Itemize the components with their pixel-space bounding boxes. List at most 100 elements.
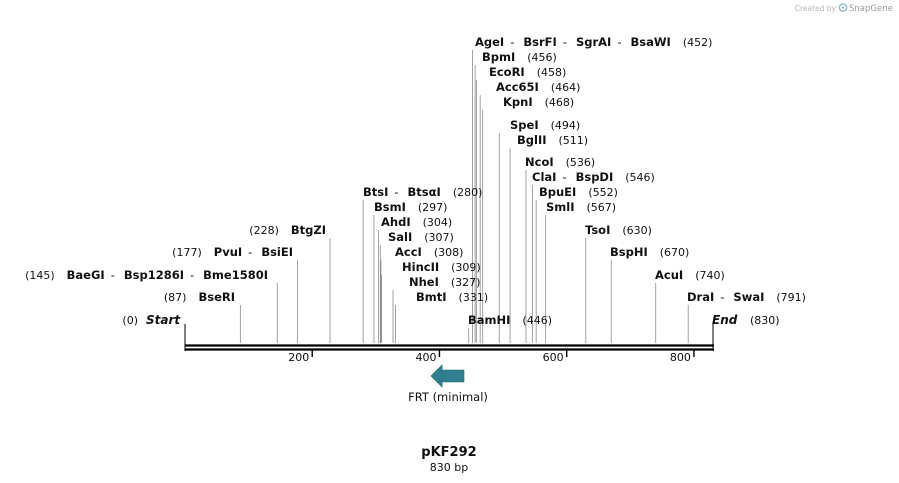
enzyme-position: (464) (551, 81, 581, 94)
enzyme-position: (331) (459, 291, 489, 304)
separator: - (720, 290, 724, 304)
enzyme-name-acui: AcuI (655, 268, 683, 282)
end-position: (830) (750, 314, 780, 327)
enzyme-position: (552) (588, 186, 618, 199)
snapgene-credit: Created by SnapGene (795, 3, 893, 14)
enzyme-position: (145) (25, 269, 55, 282)
enzyme-label-bamhi[interactable]: BamHI (446) (468, 313, 552, 327)
enzyme-label-bglii[interactable]: BglII (511) (517, 133, 588, 147)
tick-label: 200 (288, 351, 309, 364)
credit-brand: SnapGene (849, 4, 893, 14)
enzyme-position: (308) (434, 246, 464, 259)
enzyme-label-ahdi[interactable]: AhdI (304) (381, 215, 452, 229)
frt-arrow-icon[interactable] (430, 364, 465, 388)
credit-prefix: Created by (795, 4, 837, 13)
enzyme-name-acc65i: Acc65I (496, 80, 539, 94)
separator: - (563, 35, 567, 49)
enzyme-name-kpni: KpnI (503, 95, 533, 109)
enzyme-position: (791) (776, 291, 806, 304)
enzyme-label-spei[interactable]: SpeI (494) (510, 118, 580, 132)
enzyme-name-acci: AccI (395, 245, 422, 259)
enzyme-name-bsawi: BsaWI (630, 35, 670, 49)
enzyme-position: (228) (249, 224, 279, 237)
enzyme-name-btgzi: BtgZI (291, 223, 326, 237)
separator: - (248, 245, 252, 259)
tick-label: 800 (670, 351, 691, 364)
separator: - (617, 35, 621, 49)
enzyme-name-clai: ClaI (532, 170, 556, 184)
enzyme-position: (177) (172, 246, 202, 259)
enzyme-site-lines (239, 50, 689, 343)
enzyme-position: (567) (587, 201, 617, 214)
enzyme-label-bmti[interactable]: BmtI (331) (416, 290, 488, 304)
enzyme-label-nhei[interactable]: NheI (327) (409, 275, 480, 289)
tick-label: 400 (415, 351, 436, 364)
enzyme-name-ncoi: NcoI (525, 155, 554, 169)
enzyme-position: (670) (660, 246, 690, 259)
enzyme-label-bsmi[interactable]: BsmI (297) (374, 200, 447, 214)
enzyme-position: (458) (537, 66, 567, 79)
enzyme-label-smli[interactable]: SmlI (567) (546, 200, 616, 214)
enzyme-position: (546) (625, 171, 655, 184)
enzyme-name-bglii: BglII (517, 133, 547, 147)
enzyme-label-baegi[interactable]: BaeGI - Bsp1286I - Bme1580I(145) (25, 268, 268, 282)
enzyme-label-bseri[interactable]: BseRI (87) (164, 290, 235, 304)
enzyme-name-bseri: BseRI (198, 290, 235, 304)
enzyme-label-btsi[interactable]: BtsI - BtsαI (280) (363, 185, 482, 199)
start-position: (0) (122, 314, 138, 327)
enzyme-name-btsi: BtsI (363, 185, 388, 199)
enzyme-label-btgzi[interactable]: BtgZI (228) (249, 223, 326, 237)
enzyme-position: (280) (453, 186, 483, 199)
enzyme-label-drai[interactable]: DraI - SwaI (791) (687, 290, 806, 304)
enzyme-label-bsphi[interactable]: BspHI (670) (610, 245, 689, 259)
enzyme-name-drai: DraI (687, 290, 714, 304)
enzyme-name-sali: SalI (388, 230, 412, 244)
enzyme-name-nhei: NheI (409, 275, 439, 289)
enzyme-name-bspdi: BspDI (576, 170, 614, 184)
separator: - (562, 170, 566, 184)
enzyme-position: (297) (418, 201, 448, 214)
separator: - (510, 35, 514, 49)
enzyme-name-sgrai: SgrAI (576, 35, 611, 49)
enzyme-name-smli: SmlI (546, 200, 575, 214)
enzyme-name-bsphi: BspHI (610, 245, 648, 259)
frt-minimal-feature[interactable]: FRT (minimal) (408, 364, 488, 404)
enzyme-label-ncoi[interactable]: NcoI (536) (525, 155, 595, 169)
enzyme-label-tsoi[interactable]: TsoI (630) (585, 223, 652, 237)
enzyme-label-hincii[interactable]: HincII (309) (402, 260, 481, 274)
enzyme-name-bsmi: BsmI (374, 200, 406, 214)
enzyme-name-bmti: BmtI (416, 290, 447, 304)
dna-backbone (184, 324, 714, 351)
plasmid-name: pKF292 (421, 445, 476, 460)
enzyme-label-acci[interactable]: AccI (308) (395, 245, 463, 259)
enzyme-position: (452) (683, 36, 713, 49)
start-marker: (0) Start (122, 313, 181, 327)
enzyme-position: (327) (451, 276, 481, 289)
enzyme-name-pvui: PvuI (214, 245, 242, 259)
enzyme-label-ecori[interactable]: EcoRI (458) (489, 65, 566, 79)
enzyme-name-bpmi: BpmI (482, 50, 515, 64)
separator: - (394, 185, 398, 199)
enzyme-label-pvui[interactable]: PvuI - BsiEI (177) (172, 245, 293, 259)
separator: - (190, 268, 194, 282)
enzyme-position: (304) (423, 216, 453, 229)
enzyme-label-bpmi[interactable]: BpmI (456) (482, 50, 557, 64)
enzyme-label-agei[interactable]: AgeI - BsrFI - SgrAI - BsaWI (452) (475, 35, 712, 49)
enzyme-label-clai[interactable]: ClaI - BspDI (546) (532, 170, 655, 184)
enzyme-position: (536) (566, 156, 596, 169)
enzyme-label-acui[interactable]: AcuI (740) (655, 268, 725, 282)
enzyme-name-bsiei: BsiEI (261, 245, 293, 259)
enzyme-label-bpuei[interactable]: BpuEI (552) (539, 185, 618, 199)
enzyme-name-tsoi: TsoI (585, 223, 610, 237)
enzyme-label-sali[interactable]: SalI (307) (388, 230, 454, 244)
frt-label: FRT (minimal) (408, 390, 488, 404)
enzyme-position: (468) (545, 96, 575, 109)
enzyme-label-kpni[interactable]: KpnI (468) (503, 95, 574, 109)
enzyme-name-bpuei: BpuEI (539, 185, 576, 199)
enzyme-label-acc65i[interactable]: Acc65I (464) (496, 80, 580, 94)
enzyme-name-baegi: BaeGI (67, 268, 105, 282)
enzyme-name-bamhi: BamHI (468, 313, 510, 327)
enzyme-name-swai: SwaI (733, 290, 764, 304)
enzyme-position: (494) (551, 119, 581, 132)
